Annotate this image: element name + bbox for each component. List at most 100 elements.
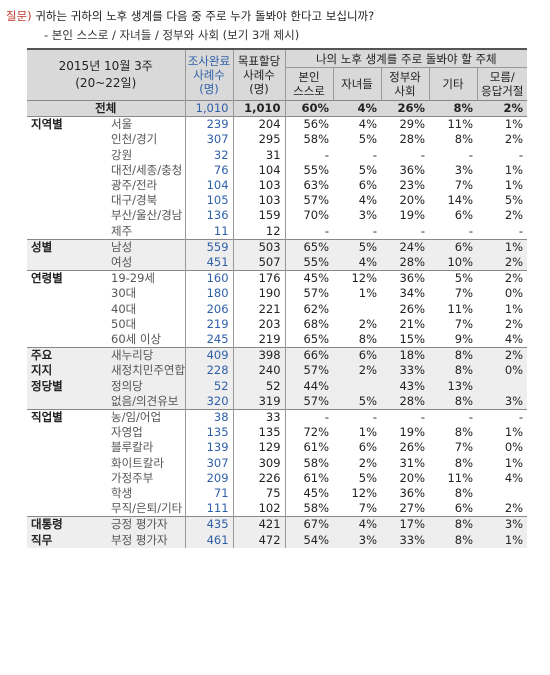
value-cell: 8% — [429, 532, 478, 548]
header-col-children: 자녀들 — [332, 67, 382, 101]
row-group: 정당별 — [27, 378, 107, 394]
value-cell: - — [420, 147, 426, 162]
target-count-cell: 472 — [232, 532, 286, 548]
value-cell: 20% — [399, 193, 426, 208]
row-group: 대통령 — [27, 516, 107, 533]
survey-count-cell: 409 — [184, 347, 234, 364]
row-group — [27, 208, 107, 223]
value-cell: 1% — [477, 116, 528, 133]
value-cell: 4% — [504, 470, 524, 485]
survey-count-cell: 32 — [184, 147, 234, 163]
row-group — [27, 286, 107, 301]
survey-count-cell: 111 — [184, 501, 234, 517]
survey-count-cell: 307 — [184, 132, 234, 148]
target-count-cell: 226 — [232, 470, 286, 487]
row-group — [27, 332, 107, 348]
row-group: 직업별 — [27, 409, 107, 426]
survey-count-cell: 38 — [184, 409, 234, 426]
value-cell: 19% — [399, 208, 426, 223]
row-group: 지역별 — [27, 116, 107, 133]
target-count-cell: 204 — [232, 116, 286, 133]
value-cell: 36% — [399, 486, 426, 501]
value-cell: 4% — [504, 332, 524, 347]
value-cell: 56% — [284, 116, 334, 133]
value-cell: 5% — [358, 162, 378, 177]
value-cell: 45% — [284, 486, 334, 502]
value-cell: 5% — [333, 393, 382, 410]
target-count-cell: 52 — [232, 378, 286, 394]
table-row: 광주/전라 104 103 63% 6% 23% 7% 1% — [27, 178, 527, 194]
header-target-top: 목표할당 — [237, 54, 281, 68]
value-cell: - — [518, 147, 524, 162]
row-group: 주요 — [27, 347, 107, 364]
row-label: 정의당 — [107, 378, 186, 394]
target-count-cell: 129 — [232, 440, 286, 456]
value-cell: 2% — [477, 99, 528, 117]
header-col-government: 정부와 사회 — [380, 67, 430, 101]
value-cell: 1% — [358, 425, 378, 440]
value-cell: 4% — [358, 193, 378, 208]
value-cell: 4% — [333, 255, 382, 271]
value-cell: 28% — [381, 393, 430, 410]
row-label: 학생 — [111, 486, 133, 501]
row-group: 연령별 — [27, 270, 107, 287]
row-label: 30대 — [111, 286, 137, 301]
target-count-cell: 203 — [232, 316, 286, 333]
row-label: 40대 — [111, 301, 137, 316]
value-cell: 45% — [284, 270, 334, 287]
value-cell: 11% — [447, 301, 474, 316]
value-cell: 27% — [399, 501, 426, 516]
value-cell: 17% — [381, 516, 430, 533]
value-cell: 28% — [381, 255, 430, 271]
value-cell: 57% — [284, 193, 334, 209]
value-cell — [333, 302, 381, 317]
value-cell: 10% — [429, 255, 478, 271]
row-label: 없음/의견유보 — [107, 393, 186, 410]
value-cell: 18% — [381, 347, 430, 364]
value-cell: 21% — [399, 316, 426, 331]
value-cell: 9% — [454, 332, 474, 347]
value-cell: 24% — [381, 238, 430, 256]
survey-count-cell: 76 — [184, 162, 234, 179]
target-count-cell: 102 — [232, 501, 286, 517]
value-cell: 55% — [284, 255, 334, 271]
row-group — [27, 456, 107, 471]
value-cell: - — [429, 409, 478, 426]
value-cell: 2% — [504, 132, 524, 147]
row-group — [27, 425, 107, 440]
target-count-cell: 421 — [232, 516, 286, 533]
value-cell: 5% — [504, 193, 524, 208]
row-label: 전체 — [27, 99, 186, 117]
value-cell: 1% — [504, 301, 524, 316]
value-cell: 63% — [284, 178, 334, 194]
target-count-cell: 135 — [232, 425, 286, 441]
value-cell: 8% — [454, 425, 474, 440]
table-row: 정당별 정의당 52 52 44% 43% 13% — [27, 378, 528, 394]
value-cell: 19% — [399, 425, 426, 440]
value-cell: 3% — [454, 162, 474, 177]
row-label: 여성 — [107, 255, 186, 271]
value-cell: 33% — [381, 363, 430, 379]
value-cell: 6% — [454, 208, 474, 223]
value-cell: 65% — [284, 332, 334, 348]
value-cell: 15% — [399, 332, 426, 347]
target-count-cell: 398 — [232, 347, 286, 364]
survey-count-cell: 219 — [184, 316, 234, 333]
row-label: 대전/세종/충청 — [111, 162, 183, 177]
target-count-cell: 219 — [232, 332, 286, 348]
value-cell: 65% — [284, 238, 334, 256]
question-options: - 본인 스스로 / 자녀들 / 정부와 사회 (보기 3개 제시) — [44, 28, 300, 42]
target-count-cell: 159 — [232, 208, 286, 224]
value-cell: 8% — [454, 132, 474, 147]
value-cell: 57% — [284, 286, 334, 302]
header-col-other: 기타 — [428, 67, 478, 101]
value-cell: 20% — [399, 470, 426, 485]
value-cell: 58% — [284, 132, 334, 148]
survey-count-cell: 228 — [184, 363, 234, 379]
row-label: 자영업 — [111, 425, 143, 440]
value-cell: - — [333, 409, 382, 426]
value-cell: 8% — [358, 332, 378, 347]
value-cell: 62% — [284, 301, 334, 317]
row-label: 인천/경기 — [111, 132, 158, 147]
value-cell: 1% — [504, 162, 524, 177]
